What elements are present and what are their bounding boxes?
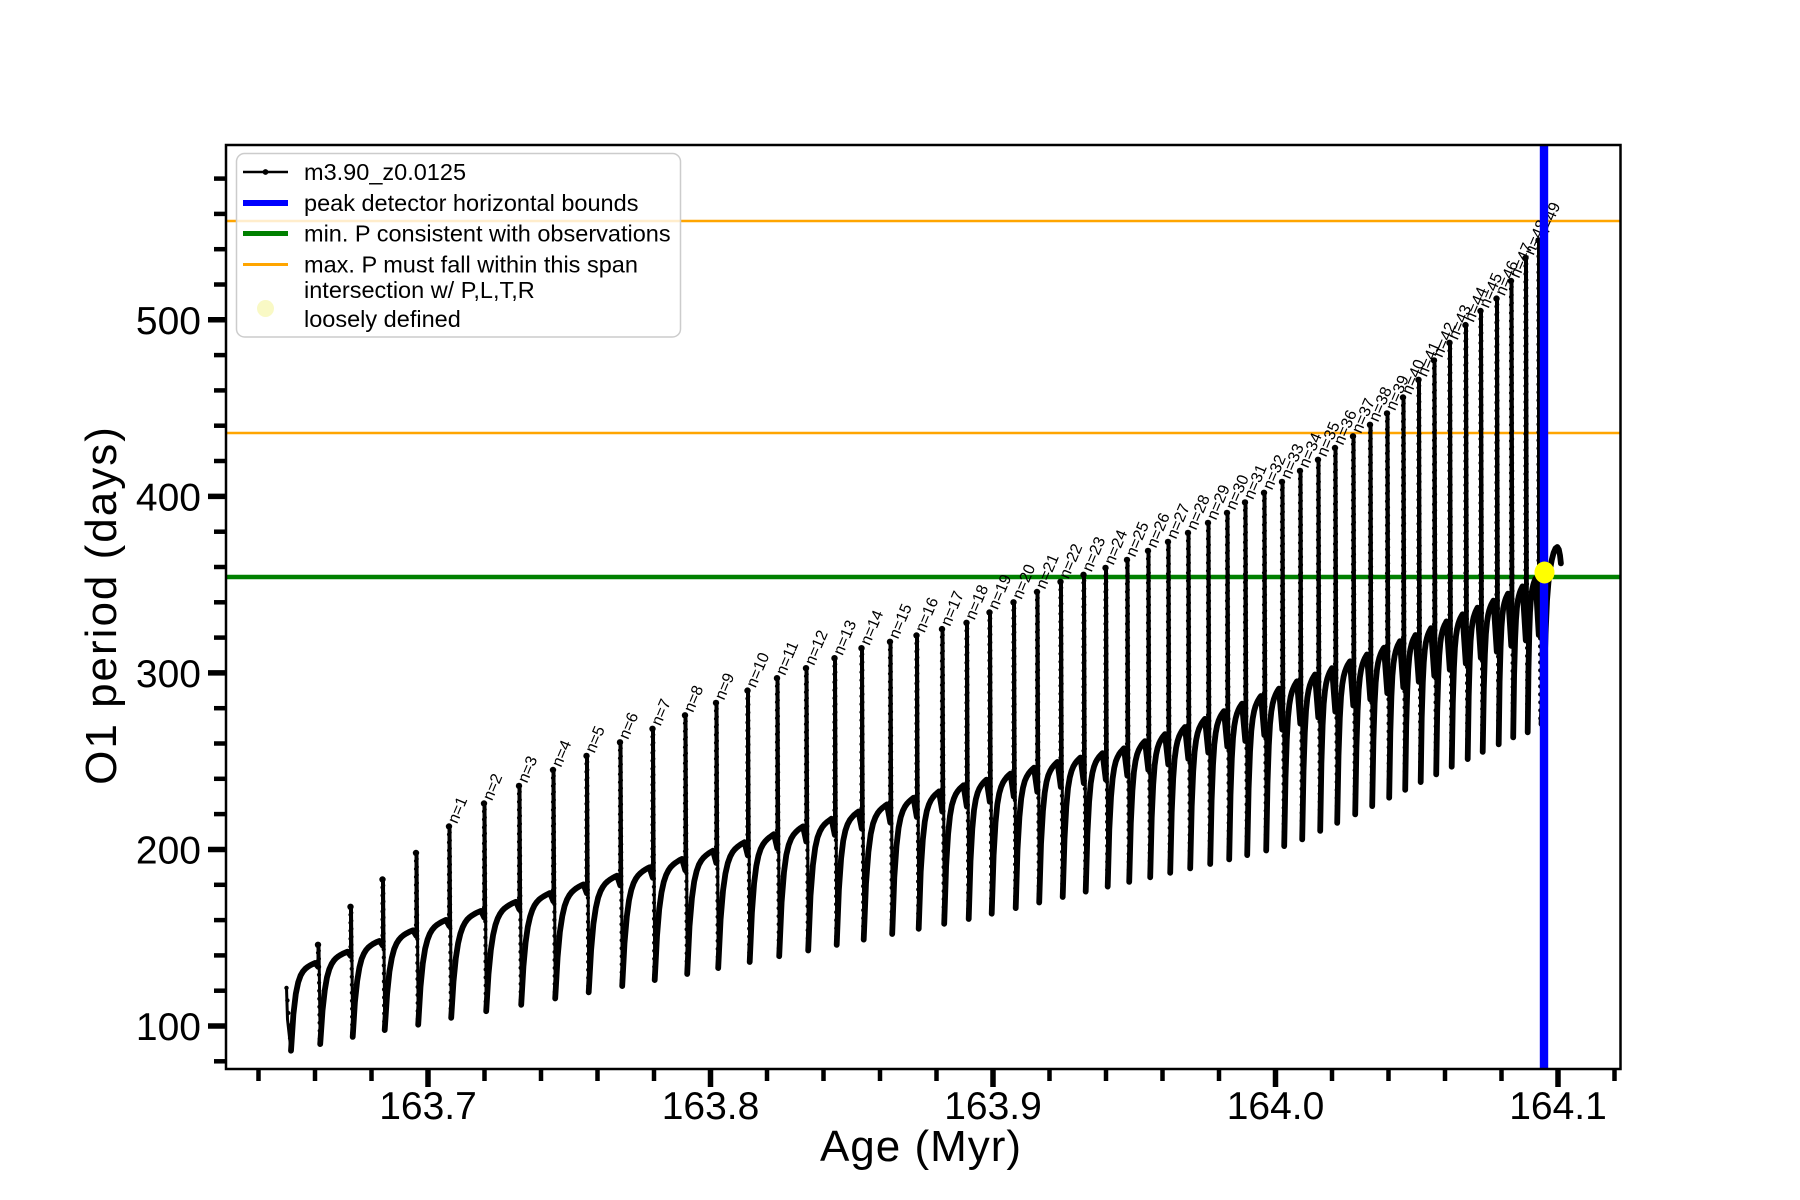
- svg-text:m3.90_z0.0125: m3.90_z0.0125: [304, 159, 466, 185]
- svg-text:400: 400: [136, 476, 201, 519]
- svg-text:163.7: 163.7: [379, 1085, 477, 1128]
- svg-text:163.9: 163.9: [944, 1085, 1042, 1128]
- svg-text:peak detector horizontal bound: peak detector horizontal bounds: [304, 190, 638, 216]
- svg-text:Age (Myr): Age (Myr): [820, 1122, 1022, 1171]
- svg-text:164.1: 164.1: [1509, 1085, 1607, 1128]
- svg-text:min. P consistent with observa: min. P consistent with observations: [304, 221, 671, 247]
- svg-text:loosely defined: loosely defined: [304, 306, 461, 332]
- svg-text:200: 200: [136, 830, 201, 873]
- svg-text:500: 500: [136, 300, 201, 343]
- svg-text:100: 100: [136, 1006, 201, 1049]
- svg-text:164.0: 164.0: [1227, 1085, 1325, 1128]
- svg-text:intersection w/ P,L,T,R: intersection w/ P,L,T,R: [304, 277, 535, 303]
- svg-text:O1 period (days): O1 period (days): [77, 425, 126, 785]
- svg-text:300: 300: [136, 653, 201, 696]
- svg-text:max. P must fall within this s: max. P must fall within this span: [304, 252, 638, 278]
- svg-text:163.8: 163.8: [662, 1085, 760, 1128]
